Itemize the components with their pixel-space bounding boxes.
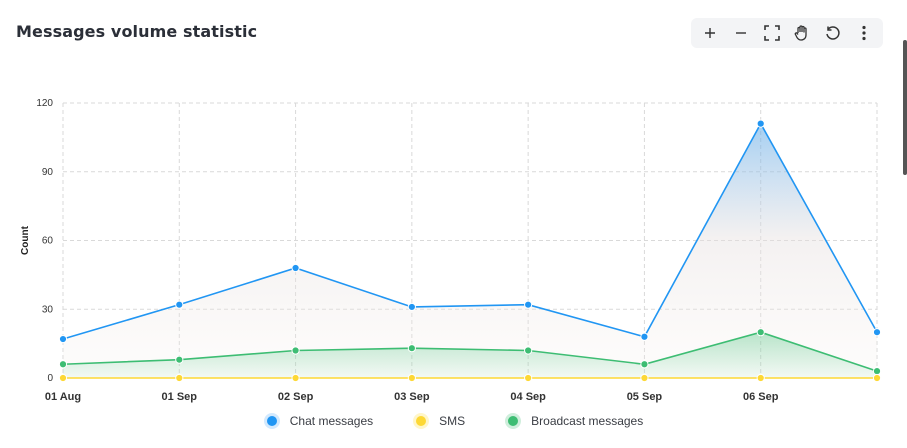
- point-broadcast: [291, 346, 300, 355]
- legend-label-broadcast: Broadcast messages: [531, 414, 644, 428]
- point-sms: [407, 373, 416, 383]
- x-tick-label: 01 Sep: [162, 391, 198, 403]
- legend-label-sms: SMS: [439, 414, 466, 428]
- point-chat: [175, 300, 184, 309]
- y-tick-label: 30: [42, 304, 54, 315]
- reset-icon: [826, 25, 841, 40]
- point-broadcast: [640, 360, 649, 369]
- chart-legend: Chat messages SMS Broadcast messages: [0, 410, 907, 432]
- point-sms: [640, 373, 649, 383]
- legend-marker-broadcast: [505, 413, 522, 429]
- legend-item-broadcast[interactable]: Broadcast messages: [505, 413, 643, 429]
- point-chat: [872, 328, 882, 337]
- y-tick-label: 120: [36, 98, 53, 109]
- menu-button[interactable]: [850, 19, 878, 47]
- point-broadcast: [524, 346, 533, 355]
- legend-item-sms[interactable]: SMS: [413, 413, 465, 429]
- y-tick-label: 60: [42, 236, 54, 247]
- point-sms: [291, 373, 300, 383]
- area-chat: [63, 123, 877, 378]
- reset-button[interactable]: [819, 19, 847, 47]
- scrollbar[interactable]: [903, 40, 907, 175]
- x-tick-label: 03 Sep: [394, 391, 430, 403]
- point-sms: [175, 373, 184, 383]
- pan-button[interactable]: [788, 19, 816, 47]
- y-tick-label: 0: [47, 373, 53, 384]
- line-broadcast: [62, 331, 878, 372]
- line-chat: [62, 121, 878, 340]
- point-broadcast: [175, 355, 184, 364]
- legend-label-chat: Chat messages: [289, 414, 374, 428]
- fullscreen-button[interactable]: [758, 19, 786, 47]
- point-chat: [524, 300, 533, 309]
- point-chat: [58, 334, 68, 344]
- point-sms: [524, 373, 533, 383]
- point-broadcast: [58, 360, 68, 369]
- fullscreen-icon: [763, 25, 780, 41]
- more-vertical-icon: [862, 25, 866, 41]
- point-chat: [407, 302, 416, 312]
- x-tick-label: 01 Aug: [45, 391, 81, 403]
- zoom-out-button[interactable]: [727, 19, 755, 47]
- minus-icon: [735, 32, 746, 34]
- point-sms: [58, 373, 68, 383]
- y-tick-label: 90: [42, 167, 54, 178]
- point-sms: [872, 373, 882, 383]
- point-chat: [291, 263, 300, 273]
- x-tick-label: 02 Sep: [278, 391, 314, 403]
- legend-marker-sms: [413, 413, 430, 429]
- legend-marker-chat: [263, 413, 280, 429]
- zoom-in-button[interactable]: [696, 19, 724, 47]
- hand-icon: [794, 25, 807, 41]
- area-broadcast: [63, 332, 877, 378]
- point-chat: [640, 332, 649, 341]
- plus-icon: [705, 28, 716, 38]
- x-tick-label: 06 Sep: [743, 391, 779, 403]
- legend-item-chat[interactable]: Chat messages: [263, 413, 374, 429]
- point-broadcast: [872, 367, 882, 376]
- point-broadcast: [407, 344, 416, 353]
- chart-toolbar: [691, 18, 883, 48]
- x-tick-label: 05 Sep: [627, 391, 663, 403]
- chart-title: Messages volume statistic: [16, 22, 258, 41]
- point-chat: [756, 119, 765, 128]
- point-broadcast: [756, 328, 765, 337]
- y-axis-label: Count: [20, 225, 31, 255]
- point-sms: [756, 373, 765, 383]
- x-tick-label: 04 Sep: [510, 391, 546, 403]
